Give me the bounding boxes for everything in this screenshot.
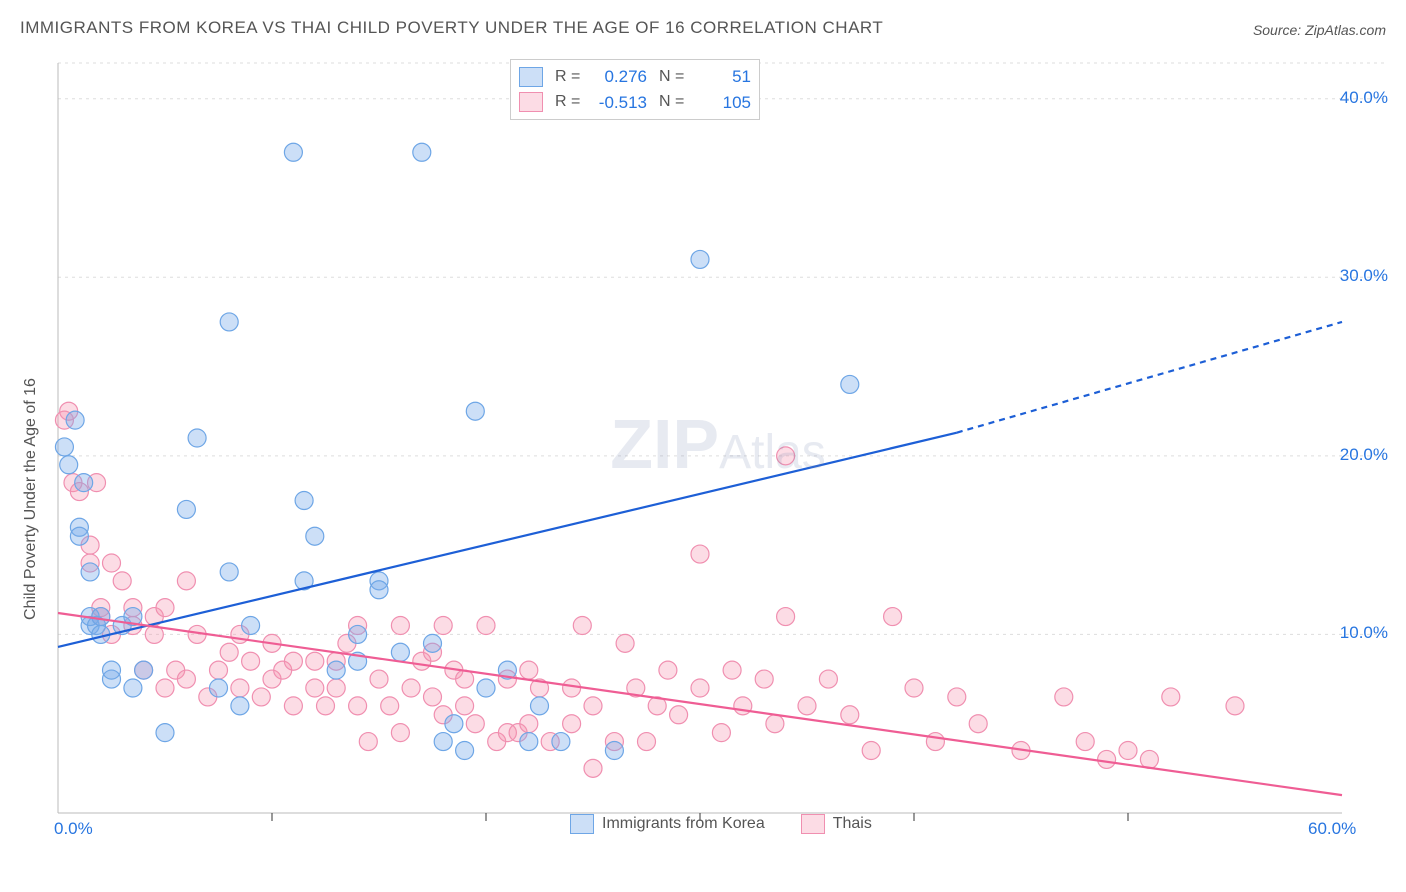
series-swatch [519, 67, 543, 87]
y-tick-label: 10.0% [1340, 623, 1388, 643]
plot-area: ZIPAtlas R =0.276N =51R =-0.513N =105 Im… [50, 55, 1386, 840]
source-citation: Source: ZipAtlas.com [1253, 22, 1386, 38]
legend-swatch [570, 814, 594, 834]
chart-title: IMMIGRANTS FROM KOREA VS THAI CHILD POVE… [20, 18, 883, 38]
y-tick-label: 30.0% [1340, 266, 1388, 286]
r-label: R = [555, 90, 583, 114]
x-tick-label: 60.0% [1308, 819, 1356, 839]
y-tick-label: 40.0% [1340, 88, 1388, 108]
legend: Immigrants from Korea Thais [570, 814, 900, 834]
scatter-chart-svg [50, 55, 1386, 840]
correlation-stats-box: R = 0.276 N = 51 R = -0.513 N = 105 [510, 59, 760, 120]
n-value: 105 [699, 90, 751, 116]
n-value: 51 [699, 64, 751, 90]
r-value: 0.276 [595, 64, 647, 90]
r-label: R = [555, 65, 583, 89]
n-label: N = [659, 65, 687, 89]
legend-swatch [801, 814, 825, 834]
legend-label: Immigrants from Korea [602, 815, 765, 833]
legend-label: Thais [833, 815, 872, 833]
y-axis-title: Child Poverty Under the Age of 16 [22, 378, 40, 620]
source-label: Source: [1253, 22, 1301, 38]
x-tick-label: 0.0% [54, 819, 93, 839]
source-value: ZipAtlas.com [1305, 22, 1386, 38]
stats-row: R = 0.276 N = 51 [519, 64, 751, 90]
y-tick-label: 20.0% [1340, 445, 1388, 465]
n-label: N = [659, 90, 687, 114]
r-value: -0.513 [595, 90, 647, 116]
series-swatch [519, 92, 543, 112]
stats-row: R = -0.513 N = 105 [519, 90, 751, 116]
